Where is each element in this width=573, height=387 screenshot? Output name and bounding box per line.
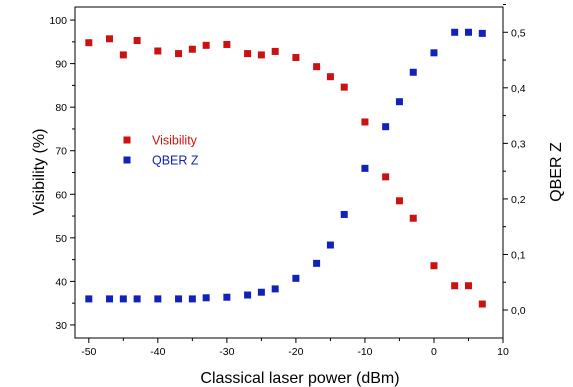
data-point bbox=[257, 288, 265, 296]
data-point bbox=[313, 259, 321, 267]
series-layer bbox=[85, 28, 486, 308]
data-point bbox=[361, 164, 369, 172]
data-point bbox=[361, 118, 369, 126]
data-point bbox=[202, 294, 210, 302]
data-point bbox=[451, 28, 459, 36]
data-point bbox=[223, 40, 231, 48]
x-tick-label: -30 bbox=[219, 346, 234, 358]
data-point bbox=[292, 54, 300, 62]
data-point bbox=[326, 241, 334, 249]
data-point bbox=[106, 295, 114, 303]
plot-border bbox=[74, 6, 504, 339]
data-point bbox=[188, 295, 196, 303]
series-visibility bbox=[85, 35, 486, 308]
data-point bbox=[464, 282, 472, 290]
data-point bbox=[244, 50, 252, 58]
data-point bbox=[395, 197, 403, 205]
x-tick-label: -50 bbox=[81, 346, 96, 358]
data-point bbox=[119, 51, 127, 59]
y-right-tick-label: 0,2 bbox=[511, 194, 526, 206]
data-point bbox=[85, 295, 93, 303]
y-left-tick-label: 70 bbox=[55, 146, 67, 158]
x-axis: -50 -40 -30 -20 -10 0 10 bbox=[81, 338, 509, 358]
legend-marker bbox=[123, 136, 131, 144]
x-tick-label: -20 bbox=[288, 346, 303, 358]
legend-label: Visibility bbox=[152, 134, 198, 148]
data-point bbox=[292, 274, 300, 282]
data-point bbox=[464, 28, 472, 36]
y-left-tick-label: 50 bbox=[55, 233, 67, 245]
data-point bbox=[395, 98, 403, 106]
data-point bbox=[326, 73, 334, 81]
y-right-tick-label: 0,0 bbox=[511, 305, 526, 317]
y-left-tick-label: 30 bbox=[55, 320, 67, 332]
data-point bbox=[430, 262, 438, 270]
data-point bbox=[175, 50, 183, 58]
data-point bbox=[382, 123, 390, 131]
data-point bbox=[106, 35, 114, 43]
y-right-tick-label: 0,1 bbox=[511, 249, 526, 261]
data-point bbox=[451, 282, 459, 290]
data-point bbox=[188, 45, 196, 53]
y-right-tick-label: 0,3 bbox=[511, 138, 526, 150]
data-point bbox=[133, 37, 141, 45]
plot-frame bbox=[74, 6, 504, 339]
data-point bbox=[257, 51, 265, 59]
y-left-tick-label: 100 bbox=[49, 15, 67, 27]
y-left-tick-label: 90 bbox=[55, 59, 67, 71]
y-axis-left: 30 40 50 60 70 80 90 100 bbox=[49, 15, 75, 332]
data-point bbox=[271, 285, 279, 293]
data-point bbox=[430, 49, 438, 57]
data-point bbox=[340, 210, 348, 218]
data-point bbox=[340, 83, 348, 91]
x-tick-label: -10 bbox=[357, 346, 372, 358]
legend: Visibility QBER Z bbox=[123, 134, 199, 168]
y-right-tick-label: 0,4 bbox=[511, 83, 526, 95]
data-point bbox=[244, 291, 252, 299]
y-left-tick-label: 40 bbox=[55, 276, 67, 288]
x-tick-label: -40 bbox=[150, 346, 165, 358]
data-point bbox=[202, 41, 210, 49]
data-point bbox=[478, 29, 486, 37]
data-point bbox=[85, 39, 93, 47]
y-axis-left-title: Visibility (%) bbox=[31, 129, 48, 216]
y-axis-right-title: QBER Z bbox=[548, 142, 565, 202]
series-qber-z bbox=[85, 28, 486, 303]
data-point bbox=[271, 47, 279, 55]
data-point bbox=[409, 214, 417, 222]
data-point bbox=[382, 173, 390, 181]
data-point bbox=[313, 63, 321, 71]
data-point bbox=[175, 295, 183, 303]
legend-label: QBER Z bbox=[152, 154, 199, 168]
y-axis-right: 0,0 0,1 0,2 0,3 0,4 0,5 bbox=[503, 4, 526, 317]
y-left-tick-label: 80 bbox=[55, 102, 67, 114]
y-left-tick-label: 60 bbox=[55, 189, 67, 201]
x-tick-label: 0 bbox=[431, 346, 437, 358]
data-point bbox=[154, 47, 162, 55]
data-point bbox=[133, 295, 141, 303]
data-point bbox=[223, 293, 231, 301]
y-right-tick-label: 0,5 bbox=[511, 27, 526, 39]
data-point bbox=[409, 68, 417, 76]
data-point bbox=[478, 300, 486, 308]
data-point bbox=[119, 295, 127, 303]
legend-marker bbox=[123, 156, 131, 164]
data-point bbox=[154, 295, 162, 303]
x-tick-label: 10 bbox=[497, 346, 509, 358]
x-axis-title: Classical laser power (dBm) bbox=[200, 370, 399, 387]
